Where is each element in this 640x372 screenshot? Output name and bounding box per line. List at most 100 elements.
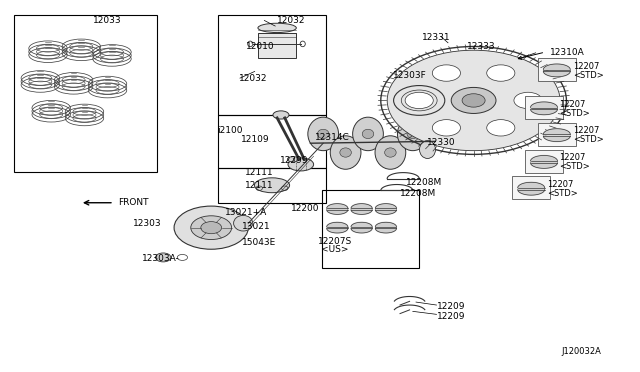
Ellipse shape [258, 23, 296, 32]
Polygon shape [531, 163, 557, 168]
Text: 12207: 12207 [559, 100, 585, 109]
Text: 12310A: 12310A [550, 48, 585, 57]
Bar [538, 123, 576, 146]
Polygon shape [327, 222, 348, 227]
Text: 13021: 13021 [242, 222, 271, 231]
Bar [218, 168, 326, 203]
Text: 15043E: 15043E [242, 238, 276, 247]
Text: 12111: 12111 [244, 182, 273, 190]
Text: <STD>: <STD> [559, 109, 589, 118]
Text: 12303A-: 12303A- [142, 254, 180, 263]
Polygon shape [375, 210, 396, 214]
Text: J120032A: J120032A [562, 347, 602, 356]
Circle shape [433, 65, 461, 81]
Text: <STD>: <STD> [559, 162, 589, 171]
Text: 12207: 12207 [573, 62, 599, 71]
Ellipse shape [362, 129, 374, 138]
Circle shape [486, 65, 515, 81]
Ellipse shape [255, 178, 290, 193]
Text: i2100: i2100 [218, 126, 243, 135]
Polygon shape [327, 204, 348, 208]
Circle shape [433, 120, 461, 136]
Text: 12033: 12033 [93, 16, 122, 25]
Text: 12032: 12032 [239, 74, 268, 83]
Ellipse shape [420, 141, 436, 158]
Text: 12209: 12209 [436, 312, 465, 321]
Circle shape [156, 253, 171, 262]
Bar [258, 33, 296, 58]
Circle shape [387, 50, 560, 151]
Text: 12299: 12299 [280, 156, 308, 165]
Text: 12207S: 12207S [317, 237, 352, 246]
Polygon shape [543, 71, 570, 77]
Polygon shape [531, 102, 557, 108]
Polygon shape [531, 155, 557, 161]
Polygon shape [518, 189, 545, 195]
Text: 13021+A: 13021+A [225, 208, 268, 217]
Ellipse shape [397, 117, 428, 151]
Ellipse shape [385, 148, 396, 157]
Circle shape [191, 216, 232, 240]
Bar [14, 15, 157, 172]
Polygon shape [518, 182, 545, 188]
Text: 12010: 12010 [246, 42, 275, 51]
Circle shape [174, 206, 248, 249]
Bar [525, 96, 563, 119]
Text: <STD>: <STD> [547, 189, 578, 198]
Polygon shape [327, 210, 348, 214]
Polygon shape [351, 204, 372, 208]
Text: 12207: 12207 [559, 153, 585, 162]
Text: 12207: 12207 [573, 126, 599, 135]
Bar [512, 176, 550, 199]
Bar [218, 115, 326, 168]
Text: 12303: 12303 [133, 219, 162, 228]
Circle shape [514, 92, 542, 109]
Text: <STD>: <STD> [573, 71, 604, 80]
Polygon shape [375, 204, 396, 208]
Ellipse shape [375, 136, 406, 169]
Polygon shape [543, 136, 570, 141]
Circle shape [486, 120, 515, 136]
Ellipse shape [317, 129, 329, 138]
Ellipse shape [340, 148, 351, 157]
Text: <US>: <US> [321, 245, 348, 254]
Ellipse shape [288, 158, 314, 171]
Ellipse shape [234, 215, 253, 231]
Bar [322, 190, 419, 268]
Polygon shape [351, 210, 372, 214]
Polygon shape [351, 222, 372, 227]
Text: 12314C: 12314C [315, 133, 349, 142]
Text: 12207: 12207 [547, 180, 573, 189]
Text: 12330: 12330 [428, 138, 456, 147]
Text: 12032: 12032 [277, 16, 305, 25]
Bar [538, 58, 576, 81]
Circle shape [405, 92, 433, 109]
Polygon shape [327, 228, 348, 233]
Bar [218, 15, 326, 115]
Ellipse shape [273, 111, 289, 119]
Text: 12208M: 12208M [406, 178, 442, 187]
Text: 12111: 12111 [244, 169, 273, 177]
Ellipse shape [308, 117, 339, 151]
Polygon shape [375, 222, 396, 227]
Polygon shape [543, 129, 570, 134]
Polygon shape [375, 228, 396, 233]
Text: 12303F: 12303F [394, 71, 427, 80]
Text: FRONT: FRONT [118, 198, 149, 207]
Ellipse shape [330, 136, 361, 169]
Text: 12209: 12209 [436, 302, 465, 311]
Circle shape [451, 87, 496, 113]
Circle shape [201, 222, 221, 234]
Text: 12200: 12200 [291, 204, 319, 213]
Polygon shape [351, 228, 372, 233]
Ellipse shape [407, 129, 419, 138]
Text: 12109: 12109 [241, 135, 270, 144]
Text: <STD>: <STD> [573, 135, 604, 144]
Circle shape [462, 94, 485, 107]
Text: 12333: 12333 [467, 42, 495, 51]
Text: 12208M: 12208M [400, 189, 436, 198]
Ellipse shape [287, 157, 299, 162]
Ellipse shape [353, 117, 383, 151]
Polygon shape [531, 109, 557, 115]
Text: 12331: 12331 [422, 33, 451, 42]
